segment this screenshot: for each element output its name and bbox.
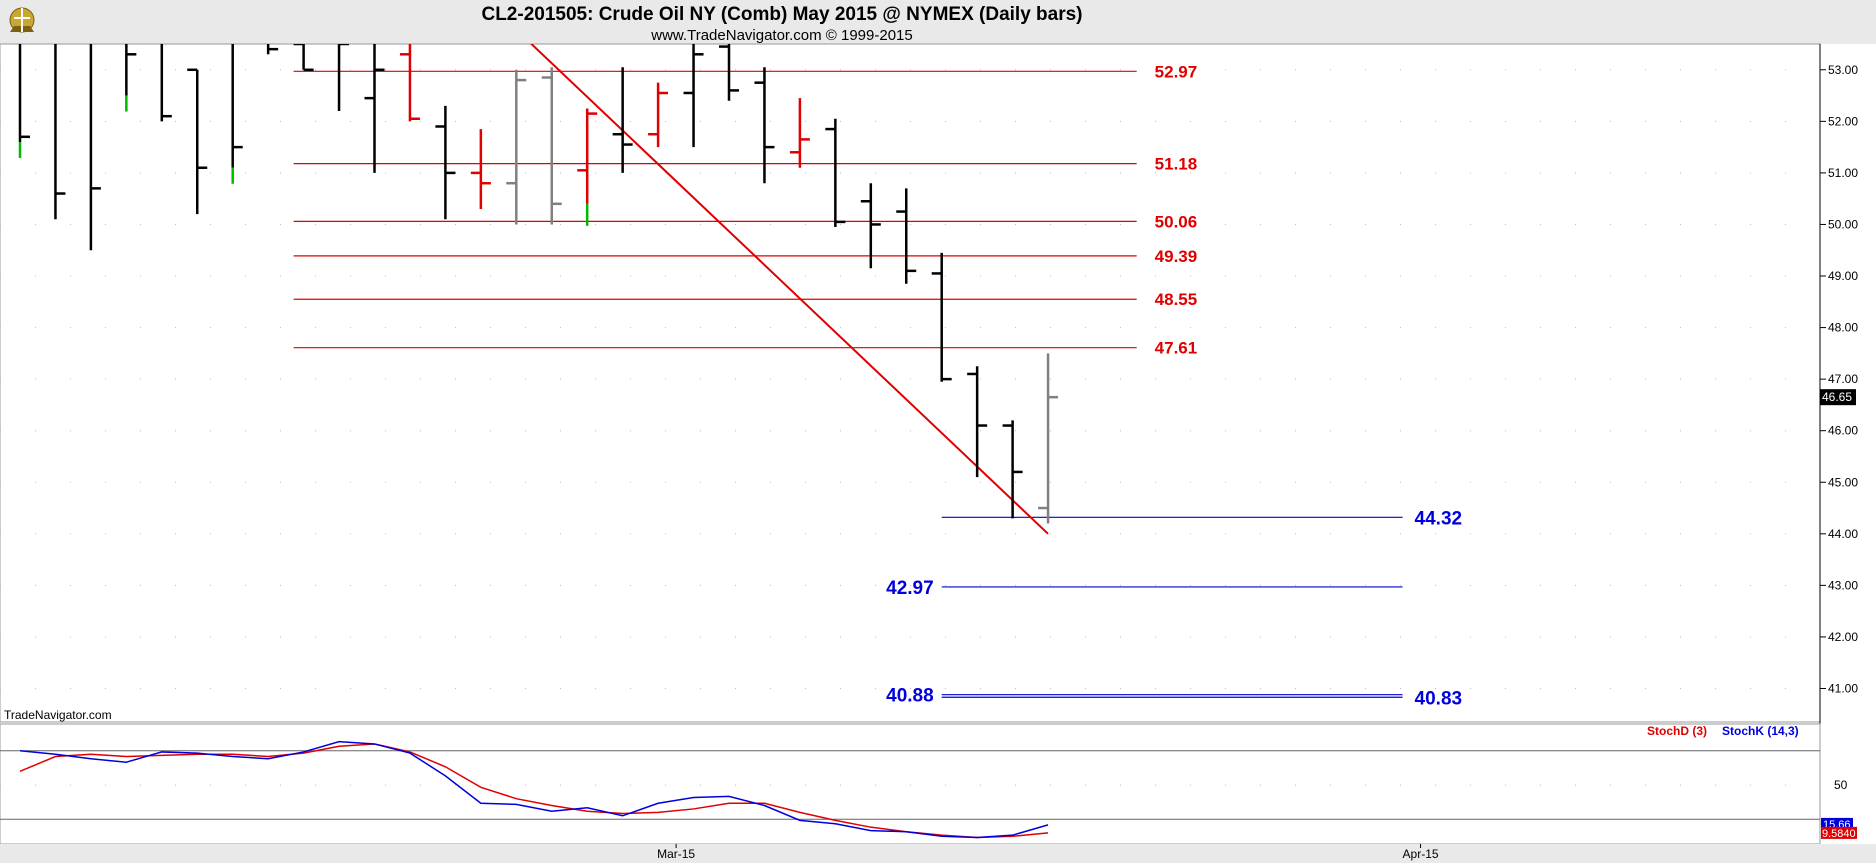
watermark-label: TradeNavigator.com bbox=[4, 708, 112, 722]
price-tick-label: 43.00 bbox=[1828, 578, 1858, 592]
resistance-label: 50.06 bbox=[1155, 212, 1198, 231]
ohlc-bar bbox=[1038, 353, 1059, 524]
trendline bbox=[529, 44, 1049, 535]
support-label: 40.83 bbox=[1415, 688, 1463, 709]
x-axis-band bbox=[0, 844, 1876, 863]
price-axis: 41.00 42.00 43.00 44.00 45.00 46.00 47.00 48.00… bbox=[1819, 44, 1858, 844]
price-tick-label: 48.00 bbox=[1828, 321, 1858, 335]
price-tick-label: 46.00 bbox=[1828, 424, 1858, 438]
support-label: 42.97 bbox=[886, 578, 934, 599]
ohlc-bar bbox=[612, 67, 633, 173]
last-price-box bbox=[1820, 389, 1856, 406]
stochd-last-box bbox=[1821, 826, 1857, 839]
price-tick-label: 51.00 bbox=[1828, 166, 1858, 180]
ohlc-bar bbox=[399, 44, 420, 122]
ohlc-bar bbox=[18, 44, 30, 158]
ohlc-bar bbox=[160, 44, 172, 122]
support-label: 44.32 bbox=[1415, 508, 1463, 529]
price-bars bbox=[18, 44, 1059, 524]
price-levels bbox=[293, 44, 1403, 698]
price-tick-label: 47.00 bbox=[1828, 372, 1858, 386]
price-tick-label: 52.00 bbox=[1828, 114, 1858, 128]
resistance-label: 52.97 bbox=[1155, 62, 1198, 81]
support-label: 40.88 bbox=[886, 686, 934, 707]
ohlc-bar bbox=[648, 82, 669, 148]
ohlc-bar bbox=[293, 44, 314, 72]
ohlc-bar bbox=[825, 118, 846, 228]
ohlc-bar bbox=[1002, 420, 1023, 519]
stochk-legend: StochK (14,3) bbox=[1722, 724, 1799, 738]
stochd-line bbox=[19, 743, 1049, 839]
stochd-last-label: 9.5840 bbox=[1822, 828, 1856, 840]
date-tick-label: Mar-15 bbox=[657, 847, 695, 861]
resistance-label: 51.18 bbox=[1155, 155, 1198, 174]
ohlc-bar bbox=[541, 67, 562, 225]
stochd-legend: StochD (3) bbox=[1647, 724, 1707, 738]
tradenavigator-logo-icon bbox=[9, 7, 35, 33]
ohlc-bar bbox=[125, 44, 137, 112]
main-panel-frame bbox=[0, 43, 1821, 723]
date-tick-label: Apr-15 bbox=[1403, 847, 1439, 861]
ohlc-bar bbox=[754, 67, 775, 184]
price-grid bbox=[0, 69, 1820, 689]
header-band bbox=[0, 0, 1876, 44]
resistance-label: 48.55 bbox=[1155, 290, 1198, 309]
date-axis: Mar-15 Apr-15 bbox=[657, 844, 1439, 861]
ohlc-bar bbox=[435, 105, 456, 220]
price-tick-label: 44.00 bbox=[1828, 527, 1858, 541]
ohlc-bar bbox=[337, 44, 350, 112]
ohlc-bar bbox=[931, 252, 952, 382]
price-tick-label: 42.00 bbox=[1828, 630, 1858, 644]
stochastic-panel-frame bbox=[0, 723, 1821, 845]
ohlc-bar bbox=[860, 183, 881, 269]
ohlc-bar bbox=[789, 98, 810, 168]
price-tick-label: 50.00 bbox=[1828, 217, 1858, 231]
chart-subtitle: www.TradeNavigator.com © 1999-2015 bbox=[650, 27, 912, 44]
ohlc-bar bbox=[719, 44, 739, 101]
ohlc-bar bbox=[896, 188, 917, 284]
price-tick-label: 41.00 bbox=[1828, 681, 1858, 695]
ohlc-bar bbox=[231, 44, 243, 184]
ohlc-bar bbox=[89, 44, 101, 251]
price-tick-label: 53.00 bbox=[1828, 63, 1858, 77]
last-price-label: 46.65 bbox=[1822, 390, 1852, 404]
ohlc-bar bbox=[54, 44, 66, 220]
ohlc-bar bbox=[470, 129, 491, 209]
ohlc-bar bbox=[364, 44, 385, 173]
ohlc-bar bbox=[266, 44, 279, 55]
resistance-label: 47.61 bbox=[1155, 339, 1198, 358]
price-tick-label: 45.00 bbox=[1828, 475, 1858, 489]
resistance-label: 49.39 bbox=[1155, 247, 1198, 266]
stochastic-tick-label: 50 bbox=[1834, 778, 1848, 792]
ohlc-bar bbox=[577, 108, 598, 226]
chart-title: CL2-201505: Crude Oil NY (Comb) May 2015… bbox=[481, 4, 1082, 25]
ohlc-bar bbox=[967, 366, 988, 478]
ohlc-bar bbox=[683, 44, 704, 148]
price-tick-label: 49.00 bbox=[1828, 269, 1858, 283]
ohlc-bar bbox=[506, 69, 527, 225]
ohlc-bar bbox=[187, 68, 208, 215]
stochk-line bbox=[19, 740, 1049, 839]
